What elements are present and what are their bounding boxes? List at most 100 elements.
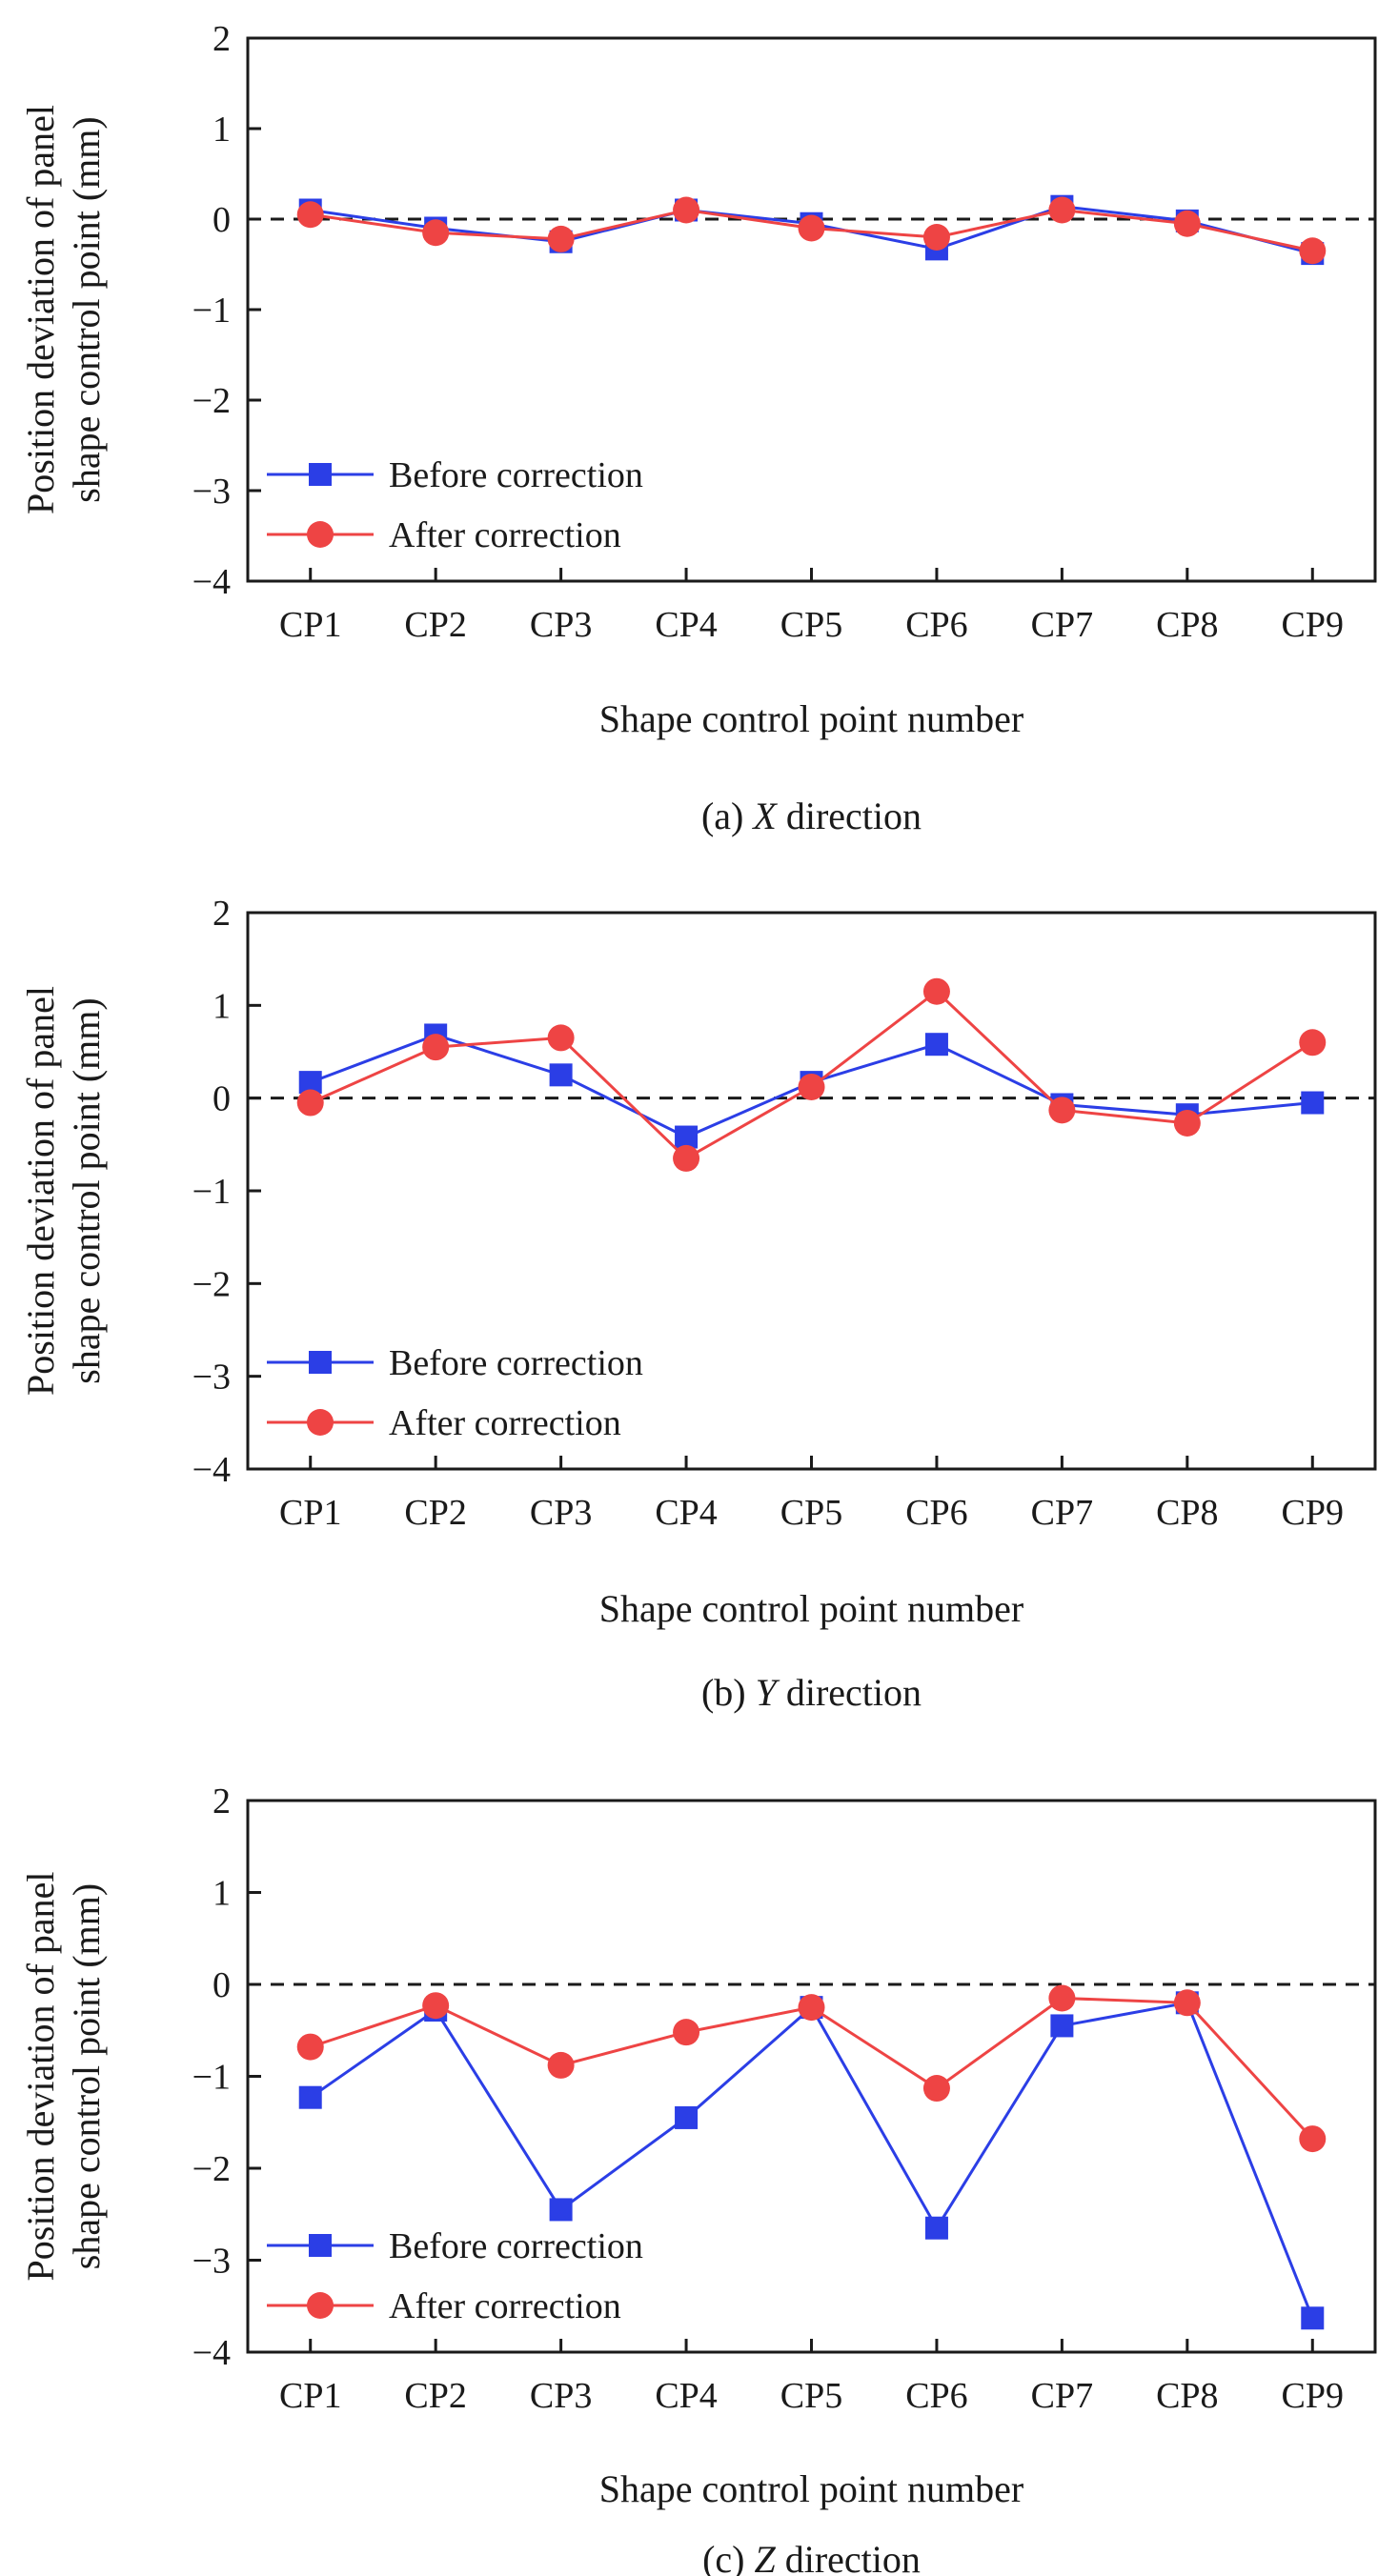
data-point-circle [673,1144,700,1172]
y-tick-label: 1 [213,986,231,1026]
legend-marker-circle [307,521,334,548]
y-tick-label: 0 [213,200,231,240]
panel-caption: (c) Z direction [702,2538,921,2576]
chart-panel: −4 −3 −2 −1 0 1 2 CP1 CP2 CP3 CP4 CP5 CP6 CP7 CP8 CP9 Be… [19,1781,1377,2576]
x-tick-label: CP7 [1031,2376,1093,2416]
y-axis-title-line1: Position deviation of panel [19,1872,62,2282]
legend-marker-circle [307,1409,334,1436]
data-point-square [924,1033,948,1057]
y-tick-label: −1 [192,291,231,331]
data-point-circle [1299,237,1327,265]
data-point-square [1050,2014,1074,2038]
data-point-circle [296,2033,324,2061]
data-point-circle [1048,1097,1076,1124]
data-point-circle [922,977,950,1005]
data-point-circle [422,219,450,247]
x-tick-label: CP1 [279,605,341,645]
x-tick-label: CP5 [780,1493,842,1533]
caption-prefix: (a) [701,795,753,837]
legend-label: After correction [389,2286,621,2326]
data-point-circle [1048,196,1076,224]
legend-label: After correction [389,1403,621,1443]
data-point-circle [422,1992,450,2020]
x-tick-label: CP6 [905,2376,967,2416]
y-tick-label: −4 [192,1450,231,1490]
caption-prefix: (c) [702,2538,754,2576]
data-point-circle [547,1024,575,1052]
y-tick-label: −2 [192,2149,231,2189]
plot-frame [246,1799,1377,2354]
x-tick-label: CP1 [279,1493,341,1533]
legend-marker-square [309,1351,332,1374]
x-tick-label: CP5 [780,605,842,645]
y-tick-label: −4 [192,2333,231,2373]
data-point-circle [422,1034,450,1061]
y-tick-label: −3 [192,2242,231,2282]
x-tick-label: CP4 [655,605,717,645]
data-point-square [1301,1091,1325,1115]
y-tick-label: −4 [192,562,231,602]
panel-caption: (b) Y direction [701,1671,922,1714]
caption-prefix: (b) [701,1671,756,1714]
y-axis-title-line2: shape control point (mm) [65,1883,108,2269]
chart-panel: −4 −3 −2 −1 0 1 2 CP1 CP2 CP3 CP4 CP5 CP6 CP7 CP8 CP9 Be… [19,19,1377,837]
caption-variable: X [751,795,778,837]
data-point-square [924,2216,948,2240]
data-point-square [549,2198,573,2222]
data-point-square [298,2085,322,2109]
x-tick-label: CP8 [1156,1493,1218,1533]
series-line-square [309,2001,1314,2319]
data-point-circle [673,2019,700,2046]
x-tick-label: CP6 [905,605,967,645]
x-tick-label: CP3 [530,2376,592,2416]
x-tick-label: CP3 [530,1493,592,1533]
y-tick-label: −3 [192,1358,231,1398]
y-tick-label: −2 [192,1264,231,1304]
data-point-circle [798,1073,825,1100]
x-axis-title: Shape control point number [599,697,1023,740]
y-tick-label: 2 [213,894,231,934]
legend-marker-square [309,463,332,486]
y-axis-title-line1: Position deviation of panel [19,105,62,514]
chart-panel: −4 −3 −2 −1 0 1 2 CP1 CP2 CP3 CP4 CP5 CP6 CP7 CP8 CP9 Be… [19,894,1377,1714]
data-point-circle [296,1089,324,1117]
x-tick-label: CP8 [1156,605,1218,645]
data-point-circle [922,224,950,251]
x-tick-label: CP4 [655,1493,717,1533]
data-point-square [675,2105,699,2129]
y-tick-label: 2 [213,1781,231,1821]
y-axis-title-line2: shape control point (mm) [65,997,108,1383]
legend-marker-circle [307,2292,334,2319]
x-tick-label: CP9 [1282,1493,1344,1533]
y-tick-label: 0 [213,1965,231,2005]
caption-suffix: direction [777,1671,922,1714]
x-tick-label: CP1 [279,2376,341,2416]
caption-variable: Y [756,1671,780,1714]
x-tick-label: CP3 [530,605,592,645]
data-point-circle [1299,1029,1327,1057]
y-tick-label: −2 [192,381,231,421]
x-tick-label: CP9 [1282,2376,1344,2416]
y-tick-label: 0 [213,1079,231,1119]
data-point-circle [1173,210,1201,237]
y-tick-label: 2 [213,19,231,59]
x-tick-label: CP2 [404,2376,466,2416]
x-tick-label: CP2 [404,605,466,645]
legend-marker-square [309,2234,332,2257]
data-point-circle [1048,1984,1076,2012]
y-tick-label: −3 [192,472,231,512]
y-axis-title-line1: Position deviation of panel [19,986,62,1396]
data-point-square [549,1063,573,1087]
x-tick-label: CP9 [1282,605,1344,645]
y-axis-title-line2: shape control point (mm) [65,116,108,502]
data-point-circle [922,2075,950,2103]
x-tick-label: CP7 [1031,1493,1093,1533]
y-tick-label: 1 [213,1874,231,1914]
data-point-circle [1173,1989,1201,2017]
x-axis-title: Shape control point number [599,1587,1023,1630]
data-point-circle [296,201,324,229]
panel-caption: (a) X direction [701,795,922,837]
caption-suffix: direction [776,2538,921,2576]
x-tick-label: CP5 [780,2376,842,2416]
